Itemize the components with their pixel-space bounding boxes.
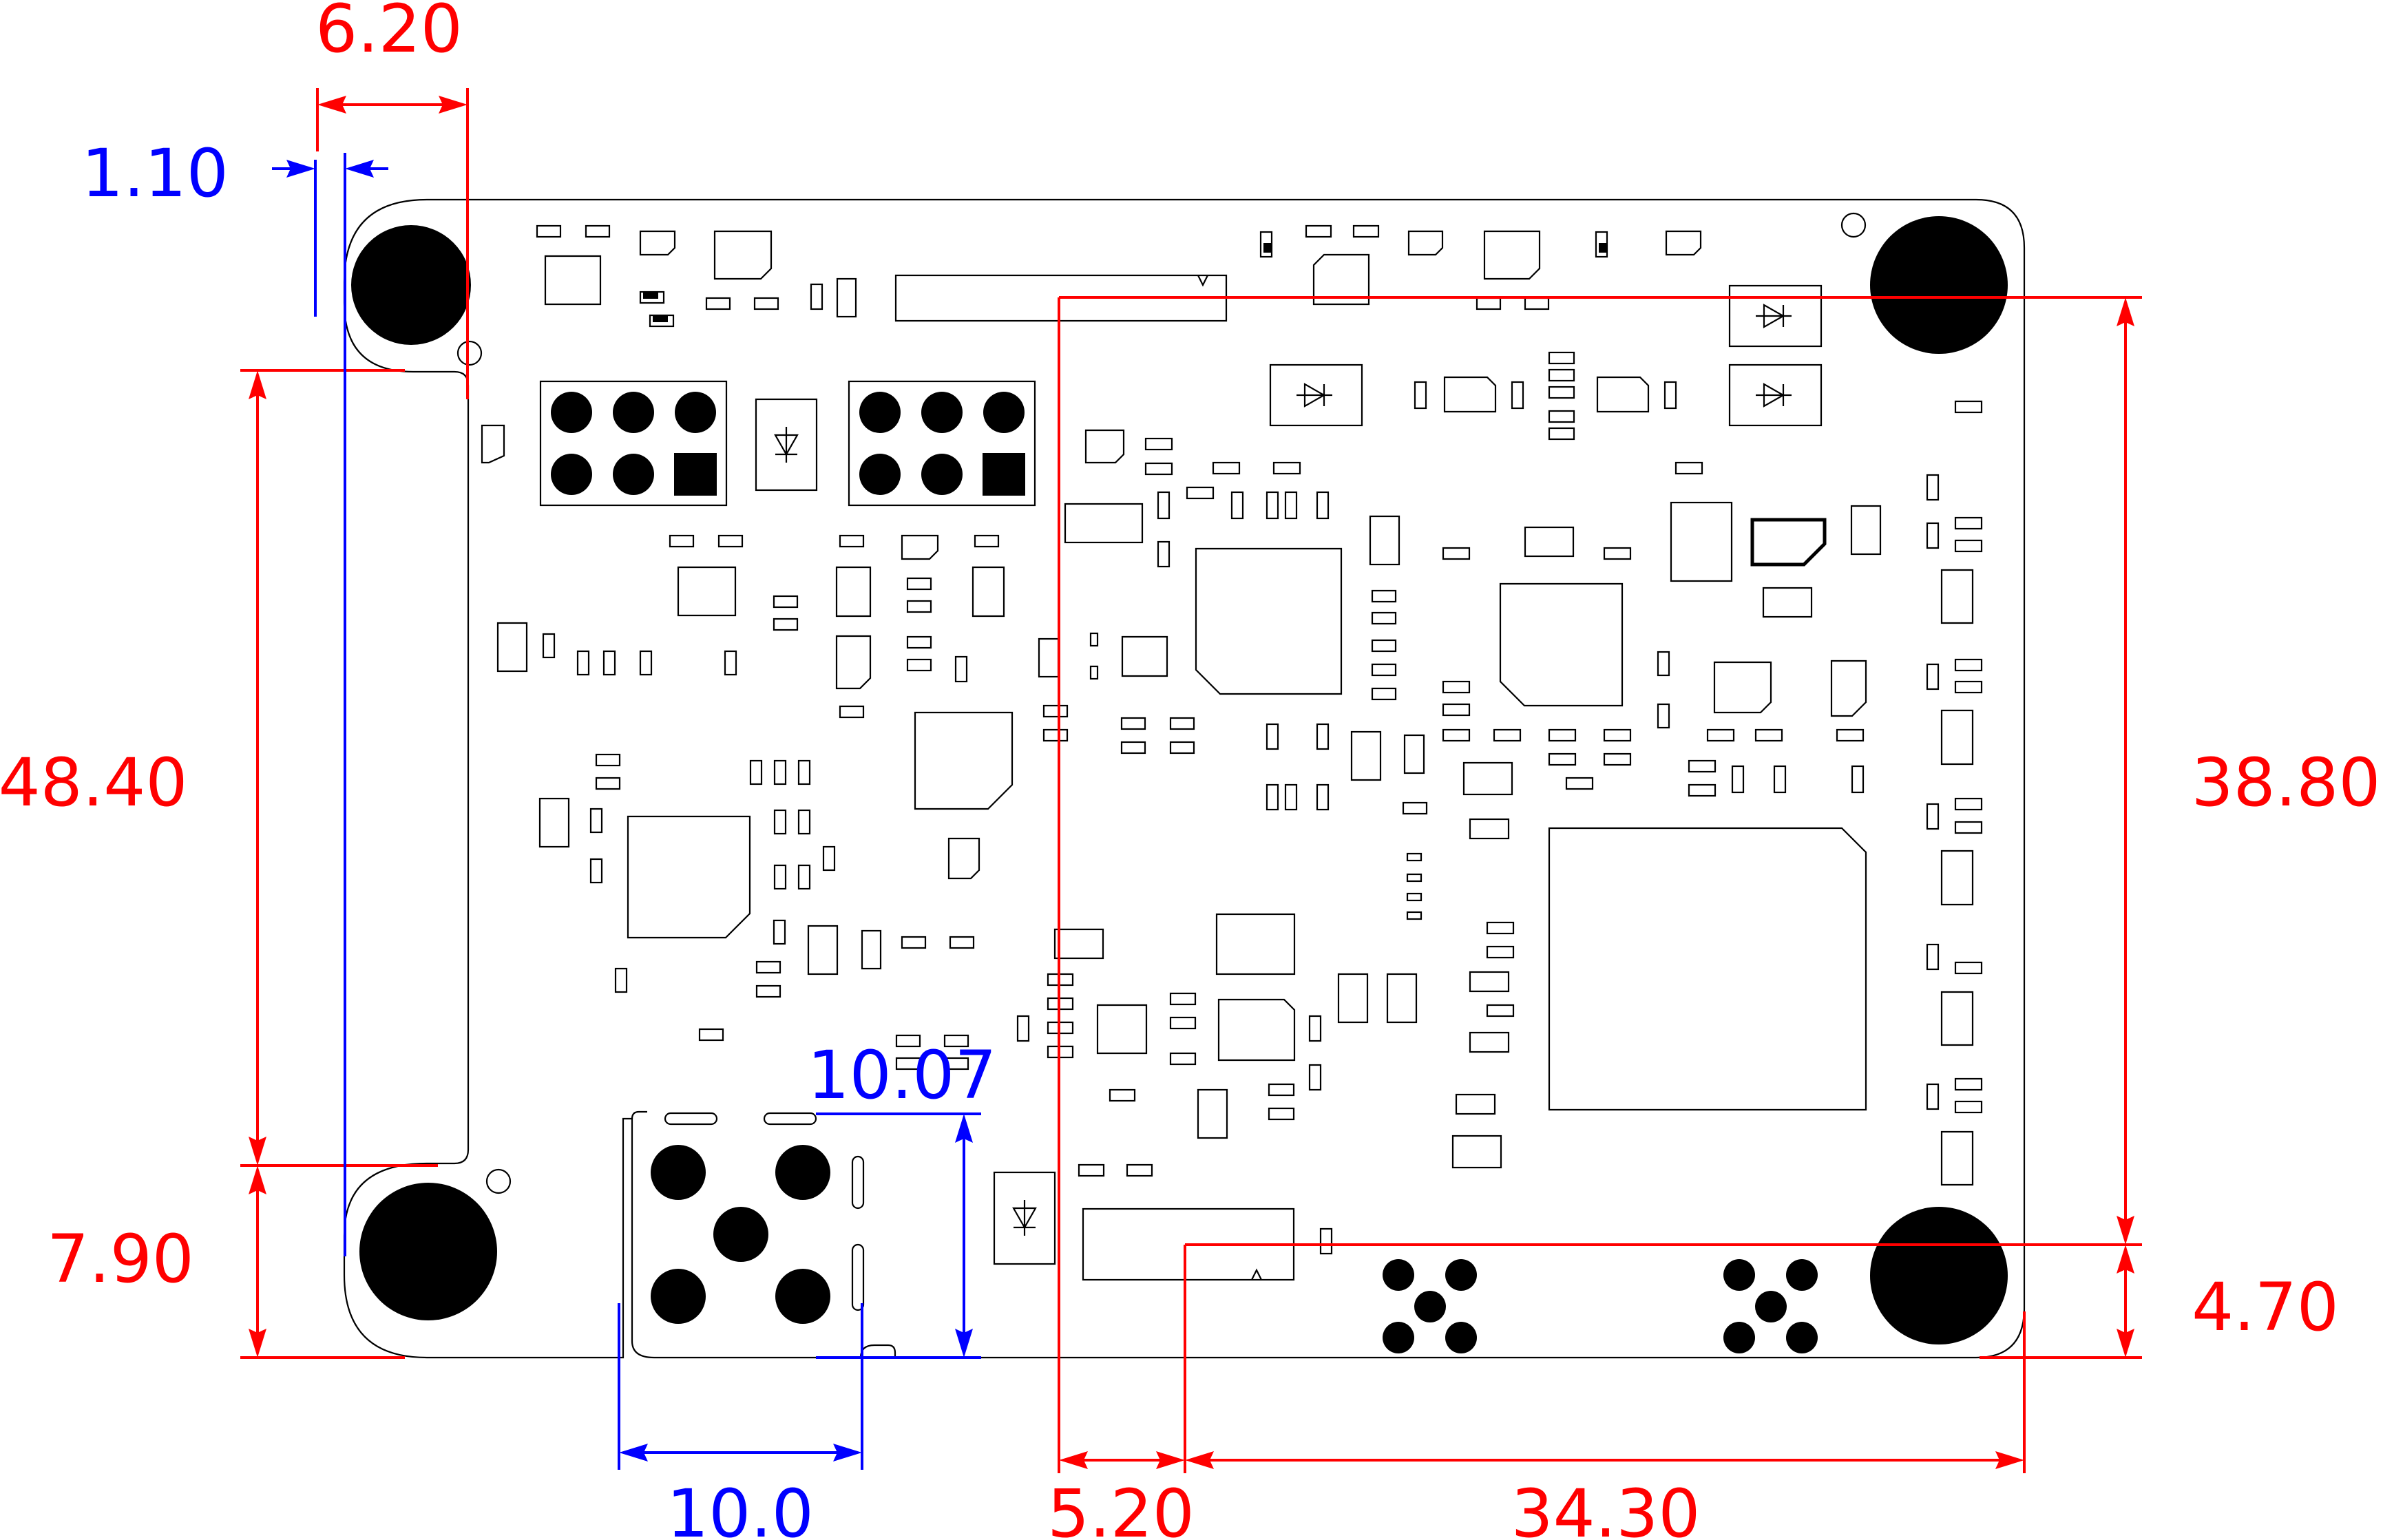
mounting-holes: [351, 212, 2008, 1344]
diode-icon: [1728, 284, 1823, 348]
dim-hole-offset: 1.10: [81, 135, 229, 212]
mounting-hole-icon: [1870, 1207, 2008, 1344]
diode-icon: [1728, 363, 1823, 427]
smd-filled-markers: [643, 243, 1607, 322]
chip-icon: [1499, 582, 1624, 707]
dim-bottom-offset: 5.20: [1047, 1475, 1195, 1540]
smd-components: [481, 224, 1983, 1255]
chip-icon: [627, 815, 751, 939]
diode-icon: [755, 398, 818, 492]
chip-icon: [914, 711, 1014, 810]
test-pads-b: [1723, 1259, 1818, 1353]
dimension-lines-red: [240, 88, 2142, 1473]
dim-top-width: 6.20: [315, 0, 463, 67]
mounting-hole-icon: [1870, 216, 2008, 354]
dim-bottom-width: 34.30: [1511, 1475, 1701, 1540]
dimension-lines-blue: [272, 153, 981, 1470]
mounting-hole-icon: [359, 1183, 497, 1320]
dim-connector-width: 10.0: [666, 1475, 814, 1540]
pin-header-left: [539, 380, 728, 507]
dim-right-bottom-height: 4.70: [2192, 1269, 2339, 1346]
dim-left-height: 48.40: [0, 744, 187, 821]
dim-connector-height: 10.07: [808, 1037, 997, 1114]
chip-icon: [1548, 827, 1867, 1111]
diode-icon: [1269, 363, 1363, 427]
chip-icon: [1195, 547, 1343, 695]
dim-left-bottom-height: 7.90: [47, 1221, 194, 1298]
pin-header-right: [848, 380, 1036, 507]
connector-pads-left: [651, 1112, 865, 1324]
diode-icon: [993, 1171, 1056, 1265]
test-pads-a: [1383, 1259, 1477, 1353]
board-outline: [343, 198, 2026, 1359]
mounting-hole-icon: [351, 225, 471, 345]
dim-right-height: 38.80: [2192, 744, 2381, 821]
